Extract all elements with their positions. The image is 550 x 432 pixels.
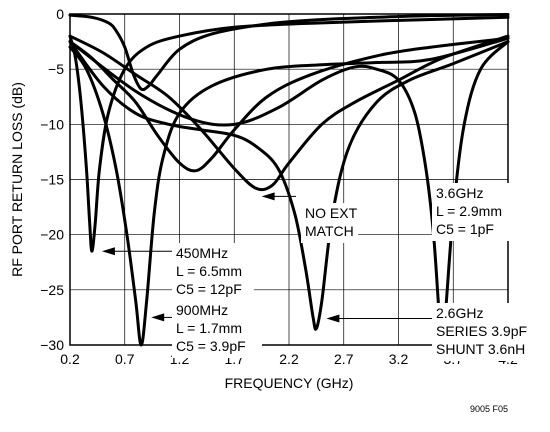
arrowhead	[101, 247, 115, 256]
y-tick-label: −20	[40, 227, 64, 243]
x-tick-label: 0.7	[115, 351, 135, 367]
annotation-background	[432, 303, 539, 361]
annotation-text: 900MHz	[176, 302, 228, 318]
annotations: 450MHz L = 6.5mm C5 = 12pF 900MHz L = 1.7mm C…	[172, 183, 539, 361]
y-tick-label: −15	[40, 172, 64, 188]
arrowhead	[261, 192, 275, 201]
series-line-1	[68, 13, 510, 92]
x-tick-label: 0.2	[60, 351, 80, 367]
x-tick-label: 3.2	[389, 351, 409, 367]
annotation-text: SERIES 3.9pF	[436, 323, 527, 339]
annotation-text: L = 1.7mm	[176, 320, 242, 336]
annotation-text: MATCH	[305, 223, 354, 239]
y-tick-label: 0	[56, 6, 64, 22]
series-line-4	[68, 36, 510, 173]
arrowhead	[151, 313, 165, 322]
arrowhead	[326, 314, 340, 323]
annotation-text: C5 = 3.9pF	[176, 338, 246, 354]
annotation-text: NO EXT	[305, 205, 358, 221]
figure-id: 9005 F05	[470, 404, 508, 414]
annotation-background	[301, 203, 359, 243]
x-axis-label: FREQUENCY (GHz)	[225, 375, 354, 391]
y-tick-label: −30	[40, 337, 64, 353]
annotation-text: 450MHz	[176, 245, 228, 261]
series-curves	[68, 13, 510, 347]
y-tick-labels: 0 −5 −10 −15 −20 −25 −30	[40, 6, 64, 353]
plot-frame	[69, 13, 509, 346]
annotation-background	[172, 300, 262, 358]
x-tick-label: 2.2	[279, 351, 299, 367]
series-line-6	[68, 40, 510, 331]
annotation-text: C5 = 1pF	[436, 221, 494, 237]
y-axis-label: RF PORT RETURN LOSS (dB)	[9, 82, 25, 277]
y-tick-label: −10	[40, 116, 64, 132]
y-tick-label: −5	[48, 61, 64, 77]
annotation-text: L = 2.9mm	[436, 203, 502, 219]
annotation-text: 2.6GHz	[436, 305, 483, 321]
annotation-arrows	[101, 192, 466, 323]
annotation-background	[432, 183, 514, 241]
y-tick-label: −25	[40, 282, 64, 298]
annotation-text: L = 6.5mm	[176, 263, 242, 279]
annotation-background	[172, 243, 254, 301]
annotation-text: SHUNT 3.6nH	[436, 341, 525, 357]
annotation-text: 3.6GHz	[436, 185, 483, 201]
annotation-text: C5 = 12pF	[176, 281, 242, 297]
grid	[70, 14, 508, 345]
series-line-3	[68, 36, 510, 347]
x-tick-label: 2.7	[334, 351, 354, 367]
